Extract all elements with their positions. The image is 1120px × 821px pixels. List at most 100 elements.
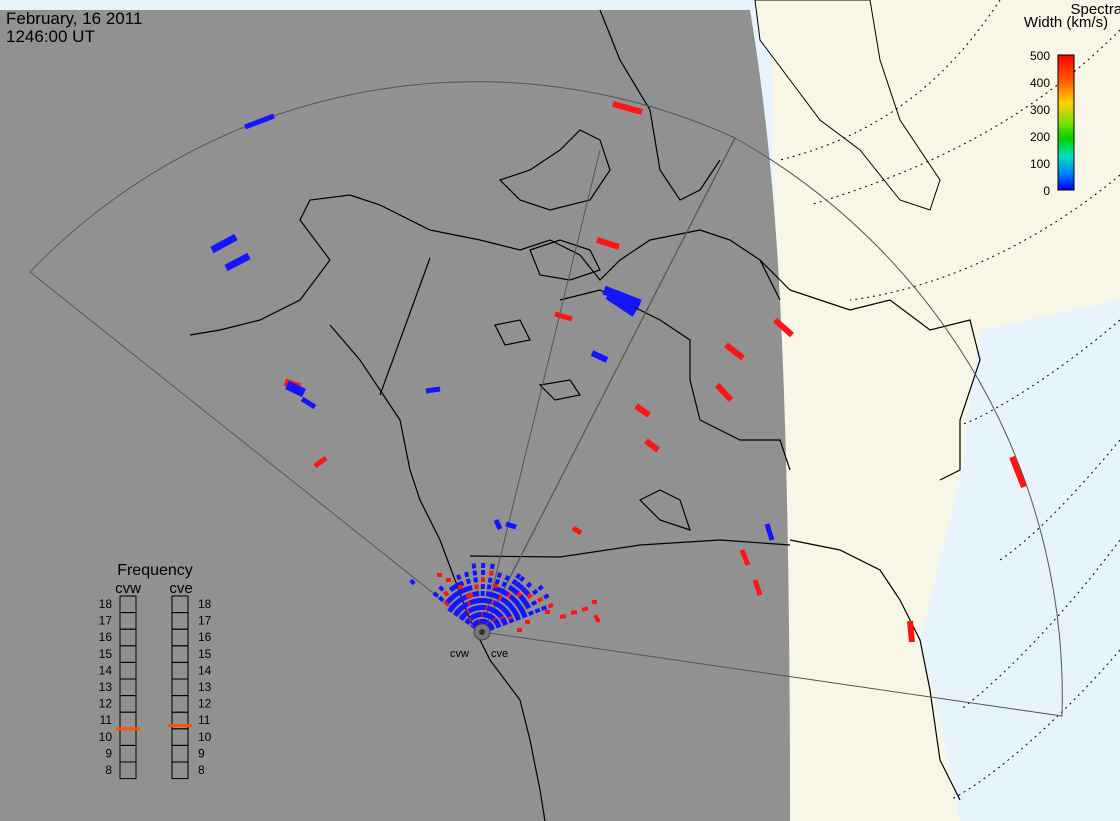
- echo-cell: [472, 570, 478, 576]
- echo-cell: [518, 594, 525, 601]
- echo-cell: [514, 581, 521, 588]
- echo-cell: [517, 583, 525, 591]
- echo-cell: [494, 601, 501, 608]
- colorbar-tick-label: 0: [1043, 184, 1050, 198]
- echo-cell: [457, 605, 464, 613]
- echo-cell: [504, 609, 511, 617]
- cvw-frequency-label: 10: [99, 730, 113, 744]
- echo-cell: [508, 617, 515, 624]
- echo-cell: [484, 598, 490, 604]
- echo-cell: [739, 549, 751, 566]
- time-label: 1246:00 UT: [6, 27, 95, 46]
- echo-cell: [466, 599, 473, 607]
- echo-cell: [517, 628, 522, 632]
- echo-cell: [499, 596, 506, 603]
- echo-cell: [438, 595, 445, 603]
- echo-cell: [515, 601, 522, 608]
- echo-cell: [447, 595, 455, 602]
- echo-cell: [464, 600, 471, 608]
- echo-cell: [505, 611, 512, 618]
- echo-cell: [509, 605, 516, 612]
- cvw-frequency-label: 16: [99, 630, 113, 644]
- echo-cell: [244, 113, 275, 130]
- echo-cell: [437, 573, 442, 577]
- echo-cell: [501, 620, 508, 626]
- echo-cell: [510, 596, 518, 604]
- colorbar-tick-label: 500: [1030, 49, 1050, 63]
- echo-cell: [504, 574, 511, 582]
- echo-cell: [460, 602, 468, 610]
- echo-cell: [455, 607, 463, 614]
- echo-cell: [764, 523, 775, 541]
- echo-cell: [482, 597, 487, 604]
- echo-cell: [537, 584, 544, 591]
- echo-cell: [526, 593, 533, 600]
- echo-cell: [443, 590, 450, 597]
- echo-cell: [471, 598, 477, 605]
- echo-cell: [521, 612, 528, 619]
- echo-cell: [495, 586, 502, 593]
- echo-cell: [512, 610, 519, 617]
- echo-cell: [475, 598, 481, 604]
- echo-cell: [514, 615, 522, 621]
- echo-cell: [513, 589, 520, 596]
- echo-cell: [446, 578, 451, 582]
- echo-cell: [496, 602, 503, 609]
- echo-cell: [438, 585, 445, 592]
- echo-cell: [501, 589, 508, 596]
- echo-cell: [505, 521, 517, 530]
- radar-echoes: [210, 101, 1027, 643]
- echo-cell: [907, 620, 915, 643]
- cvw-frequency-cell: [119, 761, 137, 780]
- echo-cell: [473, 577, 478, 583]
- echo-cell: [773, 317, 794, 338]
- cvw-frequency-label: 12: [99, 697, 113, 711]
- echo-cell: [522, 600, 530, 607]
- echo-cell: [510, 586, 517, 594]
- cve-frequency-label: 16: [198, 630, 212, 644]
- echo-cell: [534, 607, 541, 614]
- echo-cell: [506, 613, 513, 620]
- cvw-frequency-label: 14: [99, 663, 113, 677]
- echo-cell: [513, 612, 521, 619]
- echo-cell: [459, 604, 466, 611]
- greenland: [754, 0, 941, 211]
- echo-cell: [498, 587, 505, 594]
- echo-cell: [300, 396, 317, 410]
- echo-cell: [486, 584, 492, 590]
- echo-cell: [1009, 455, 1027, 489]
- echo-cell: [472, 591, 478, 598]
- echo-cell: [559, 614, 567, 619]
- echo-cell: [455, 589, 462, 597]
- echo-cell: [493, 518, 503, 531]
- echo-cell: [454, 598, 461, 606]
- echo-cell: [488, 598, 494, 605]
- echo-cell: [525, 620, 530, 624]
- echo-cell: [540, 605, 548, 611]
- echo-cell: [507, 584, 514, 592]
- echo-cell: [523, 589, 531, 597]
- echo-cell: [714, 382, 734, 403]
- cve-frequency-label: 8: [198, 763, 205, 777]
- echo-cell: [432, 591, 439, 598]
- colorbar-title-2: Width (km/s): [1024, 14, 1108, 31]
- echo-cell: [425, 386, 441, 394]
- echo-cell: [530, 600, 538, 607]
- echo-cell: [520, 597, 528, 604]
- echo-cell: [492, 600, 499, 607]
- cvw-frequency-label: 18: [99, 597, 113, 611]
- echo-cell: [497, 595, 504, 602]
- colorbar-title-1: Spectral: [1070, 1, 1120, 18]
- echo-cell: [448, 585, 455, 593]
- cve-frequency-label: 12: [198, 697, 212, 711]
- echo-cell: [511, 608, 518, 615]
- echo-cell: [543, 593, 550, 600]
- colorbar-tick-label: 200: [1030, 130, 1050, 144]
- echo-cell: [448, 604, 456, 611]
- echo-cell: [458, 585, 463, 589]
- frequency-scale: 18 18 17 17 16 16 15 15 14 14 13 13 12 12 11 11 10 10 9 9 8 8: [99, 595, 212, 780]
- echo-cell: [511, 578, 518, 586]
- radar-label-cve: cve: [491, 648, 508, 660]
- echo-cell: [409, 578, 416, 586]
